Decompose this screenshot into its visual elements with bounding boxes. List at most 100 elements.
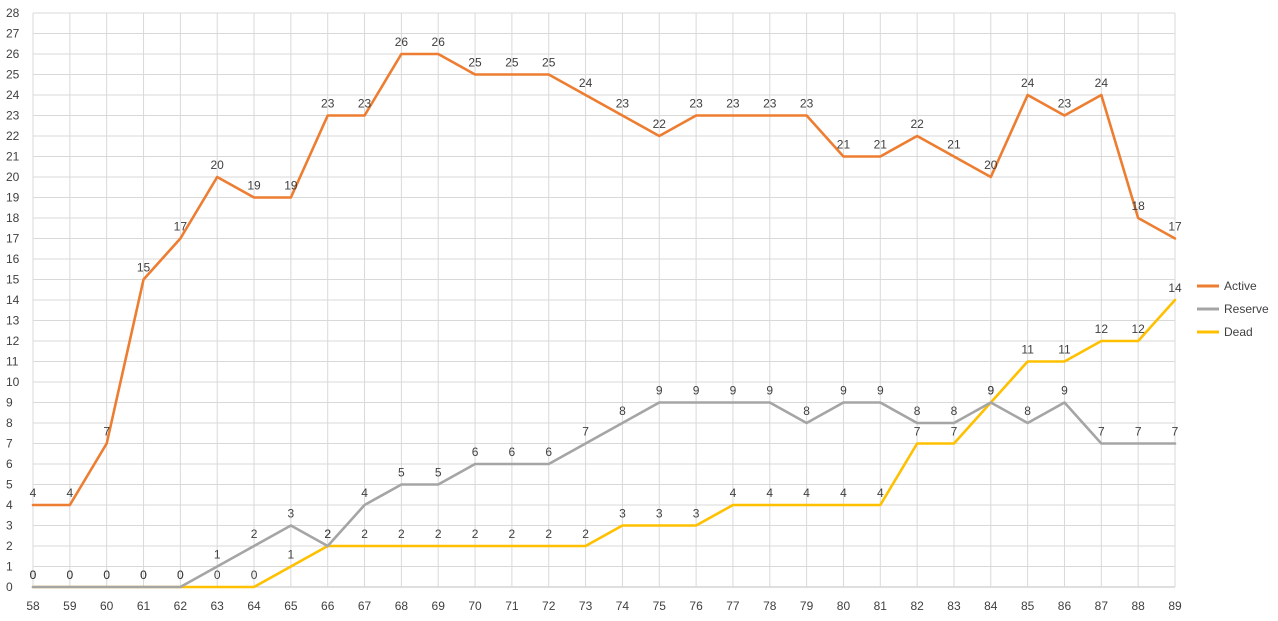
data-label-active: 24: [579, 76, 593, 90]
data-label-active: 23: [1058, 97, 1072, 111]
data-label-reserve: 0: [140, 568, 147, 582]
data-label-dead: 12: [1131, 322, 1145, 336]
data-label-dead: 1: [288, 548, 295, 562]
y-tick-label: 5: [6, 478, 13, 492]
x-tick-label: 88: [1131, 599, 1145, 613]
x-tick-label: 82: [910, 599, 924, 613]
data-label-dead: 4: [730, 486, 737, 500]
x-tick-label: 74: [616, 599, 630, 613]
data-label-dead: 12: [1095, 322, 1109, 336]
legend-label-reserve: Reserve: [1224, 302, 1269, 316]
x-tick-label: 77: [726, 599, 740, 613]
data-label-active: 4: [66, 486, 73, 500]
y-tick-label: 4: [6, 498, 13, 512]
y-tick-label: 19: [6, 191, 20, 205]
data-label-dead: 14: [1168, 281, 1182, 295]
y-tick-label: 17: [6, 232, 20, 246]
y-tick-label: 9: [6, 396, 13, 410]
data-label-reserve: 9: [1061, 384, 1068, 398]
x-tick-label: 81: [874, 599, 888, 613]
x-axis-ticks: 58 59 60 61 62 63 64 65 66 67 68 69 70 71 72 73 74 75 76 77…: [26, 599, 1182, 613]
y-tick-label: 11: [6, 355, 19, 369]
data-label-reserve: 9: [656, 384, 663, 398]
x-tick-label: 61: [137, 599, 151, 613]
data-label-dead: 2: [435, 527, 442, 541]
data-label-reserve: 5: [435, 466, 442, 480]
data-label-reserve: 0: [66, 568, 73, 582]
data-label-dead: 11: [1021, 343, 1034, 357]
data-label-active: 22: [653, 117, 667, 131]
y-tick-label: 18: [6, 211, 20, 225]
x-tick-label: 70: [468, 599, 482, 613]
data-label-dead: 0: [251, 568, 258, 582]
y-tick-label: 15: [6, 273, 20, 287]
y-axis-ticks: 0123456789101112131415161718192021222324…: [6, 6, 20, 594]
data-label-reserve: 9: [730, 384, 737, 398]
data-label-active: 25: [468, 56, 482, 70]
data-label-active: 23: [689, 97, 703, 111]
data-label-reserve: 7: [582, 425, 589, 439]
data-label-active: 21: [874, 138, 888, 152]
data-label-reserve: 7: [1098, 425, 1105, 439]
x-tick-label: 66: [321, 599, 335, 613]
x-tick-label: 89: [1168, 599, 1182, 613]
x-tick-label: 62: [174, 599, 188, 613]
y-tick-label: 2: [6, 539, 13, 553]
x-tick-label: 76: [689, 599, 703, 613]
data-label-reserve: 7: [1135, 425, 1142, 439]
data-label-dead: 7: [914, 425, 921, 439]
data-label-reserve: 9: [877, 384, 884, 398]
y-tick-label: 14: [6, 293, 20, 307]
data-label-active: 23: [726, 97, 740, 111]
data-label-active: 17: [1168, 220, 1182, 234]
x-tick-label: 86: [1058, 599, 1072, 613]
data-label-reserve: 2: [251, 527, 258, 541]
y-tick-label: 1: [6, 560, 13, 574]
data-label-active: 21: [837, 138, 851, 152]
y-tick-label: 28: [6, 6, 20, 20]
data-label-active: 23: [358, 97, 372, 111]
data-label-active: 25: [542, 56, 556, 70]
data-label-dead: 2: [361, 527, 368, 541]
data-label-reserve: 0: [103, 568, 110, 582]
data-label-dead: 9: [987, 384, 994, 398]
data-label-dead: 2: [398, 527, 405, 541]
data-label-active: 22: [910, 117, 924, 131]
x-tick-label: 87: [1095, 599, 1109, 613]
gridlines: [32, 12, 1176, 588]
x-tick-label: 78: [763, 599, 777, 613]
x-tick-label: 71: [505, 599, 519, 613]
x-tick-label: 65: [284, 599, 298, 613]
series-line-dead: [31, 298, 1177, 589]
data-label-reserve: 1: [214, 548, 221, 562]
data-label-dead: 2: [582, 527, 589, 541]
x-tick-label: 85: [1021, 599, 1035, 613]
data-label-active: 25: [505, 56, 519, 70]
y-tick-label: 26: [6, 47, 20, 61]
data-label-dead: 3: [656, 507, 663, 521]
data-label-active: 23: [763, 97, 777, 111]
y-tick-label: 8: [6, 416, 13, 430]
data-label-active: 7: [103, 425, 110, 439]
data-label-dead: 0: [214, 568, 221, 582]
series-lines: [31, 52, 1177, 589]
data-label-active: 19: [247, 179, 261, 193]
data-label-reserve: 8: [619, 404, 626, 418]
y-tick-label: 10: [6, 375, 20, 389]
data-label-reserve: 3: [288, 507, 295, 521]
y-tick-label: 3: [6, 519, 13, 533]
data-label-dead: 11: [1058, 343, 1071, 357]
y-tick-label: 0: [6, 580, 13, 594]
data-label-dead: 3: [693, 507, 700, 521]
y-tick-label: 27: [6, 27, 20, 41]
data-label-reserve: 6: [472, 445, 479, 459]
data-label-reserve: 6: [509, 445, 516, 459]
data-label-reserve: 8: [803, 404, 810, 418]
data-label-reserve: 0: [177, 568, 184, 582]
data-label-active: 18: [1131, 199, 1145, 213]
data-label-reserve: 7: [1172, 425, 1179, 439]
data-label-dead: 0: [103, 568, 110, 582]
